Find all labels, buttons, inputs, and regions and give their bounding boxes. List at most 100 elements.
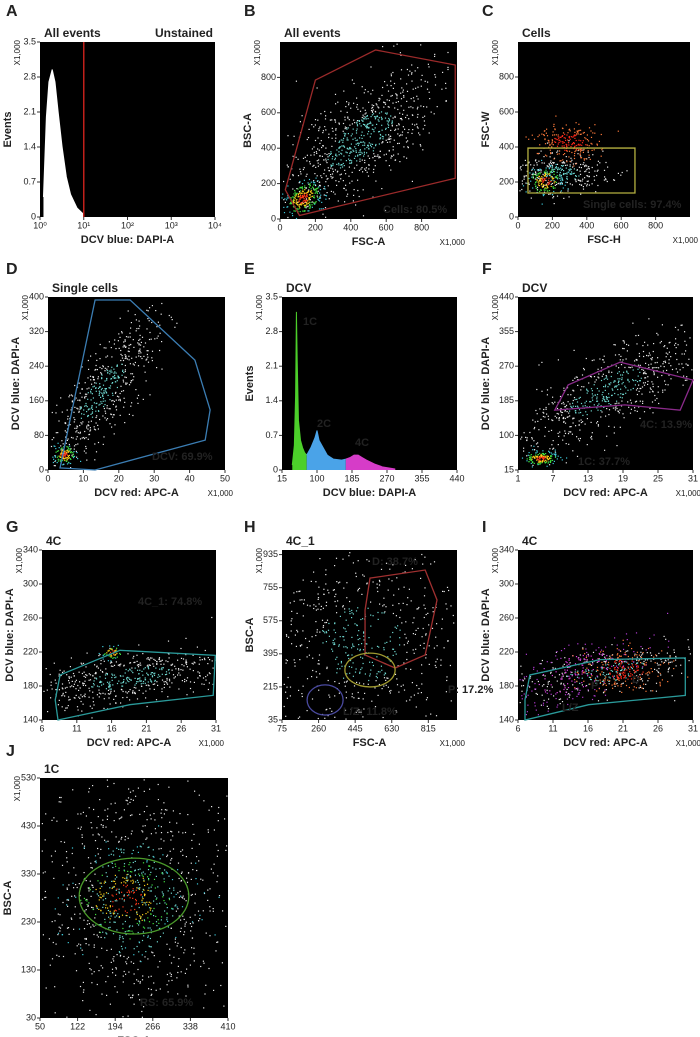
event-dot: [299, 599, 301, 601]
event-dot: [397, 128, 399, 130]
y-tick-label: 800: [499, 71, 514, 81]
event-dot: [559, 177, 561, 180]
event-dot: [290, 623, 292, 626]
event-dot: [364, 162, 366, 164]
event-dot: [540, 418, 542, 420]
event-dot: [104, 677, 107, 679]
event-dot: [523, 176, 525, 178]
event-dot: [597, 425, 599, 427]
event-dot: [601, 400, 603, 402]
event-dot: [564, 430, 566, 432]
event-dot: [636, 682, 638, 684]
event-dot: [325, 160, 327, 162]
event-dot: [362, 120, 364, 122]
x-tick-label: 20: [114, 473, 124, 483]
event-dot: [68, 462, 70, 464]
event-dot: [92, 686, 94, 688]
event-dot: [607, 166, 609, 168]
event-dot: [125, 357, 127, 359]
event-dot: [161, 691, 163, 693]
event-dot: [59, 669, 61, 671]
event-dot: [389, 141, 391, 143]
event-dot: [388, 99, 390, 102]
event-dot: [384, 102, 386, 104]
event-dot: [634, 407, 636, 409]
event-dot: [131, 373, 134, 375]
event-dot: [305, 198, 308, 200]
event-dot: [106, 377, 108, 380]
event-dot: [317, 717, 319, 720]
event-dot: [294, 198, 296, 200]
event-dot: [357, 590, 359, 592]
event-dot: [568, 443, 570, 445]
event-dot: [121, 363, 123, 365]
event-dot: [601, 680, 603, 682]
event-dot: [605, 664, 607, 666]
event-dot: [561, 135, 563, 137]
event-dot: [635, 379, 637, 381]
event-dot: [294, 662, 296, 664]
event-dot: [325, 569, 327, 571]
event-dot: [304, 156, 306, 158]
event-dot: [597, 680, 599, 682]
event-dot: [631, 666, 633, 669]
event-dot: [576, 133, 578, 135]
event-dot: [586, 134, 588, 136]
event-dot: [183, 665, 185, 667]
event-dot: [352, 643, 354, 645]
event-dot: [541, 186, 543, 188]
event-dot: [551, 182, 553, 185]
event-dot: [370, 614, 372, 616]
event-dot: [555, 651, 557, 653]
event-dot: [583, 159, 585, 161]
event-dot: [336, 612, 338, 614]
event-dot: [149, 659, 151, 661]
event-dot: [112, 376, 114, 378]
event-dot: [98, 692, 100, 694]
x-tick-label: 16: [583, 723, 593, 733]
event-dot: [344, 134, 346, 136]
event-dot: [656, 655, 658, 657]
event-dot: [306, 203, 308, 205]
event-dot: [177, 659, 179, 661]
event-dot: [667, 612, 669, 614]
event-dot: [109, 408, 111, 410]
event-dot: [61, 453, 63, 456]
event-dot: [294, 634, 296, 636]
event-dot: [562, 141, 564, 143]
event-dot: [84, 696, 86, 698]
event-dot: [114, 374, 116, 376]
event-dot: [591, 397, 593, 399]
event-dot: [647, 383, 649, 385]
event-dot: [598, 390, 600, 392]
event-dot: [199, 659, 201, 661]
event-dot: [390, 689, 392, 692]
event-dot: [552, 186, 554, 188]
event-dot: [400, 78, 402, 80]
event-dot: [181, 680, 183, 682]
event-dot: [566, 662, 568, 664]
event-dot: [131, 357, 133, 359]
event-dot: [185, 680, 188, 682]
event-dot: [178, 669, 180, 671]
event-dot: [660, 365, 662, 367]
event-dot: [581, 374, 584, 376]
event-dot: [570, 168, 572, 170]
event-dot: [172, 674, 175, 676]
event-dot: [348, 175, 350, 177]
event-dot: [149, 678, 151, 680]
event-dot: [56, 462, 58, 464]
event-dot: [154, 680, 156, 682]
event-dot: [110, 648, 112, 650]
event-dot: [113, 376, 115, 378]
event-dot: [134, 314, 136, 316]
event-dot: [68, 457, 70, 459]
event-dot: [561, 414, 563, 416]
event-dot: [287, 166, 289, 168]
panel-title: 4C_1: [286, 534, 315, 548]
event-dot: [603, 378, 605, 380]
x-tick-label: 10⁰: [33, 220, 47, 230]
event-dot: [87, 415, 89, 418]
event-dot: [582, 186, 584, 188]
event-dot: [76, 456, 78, 458]
